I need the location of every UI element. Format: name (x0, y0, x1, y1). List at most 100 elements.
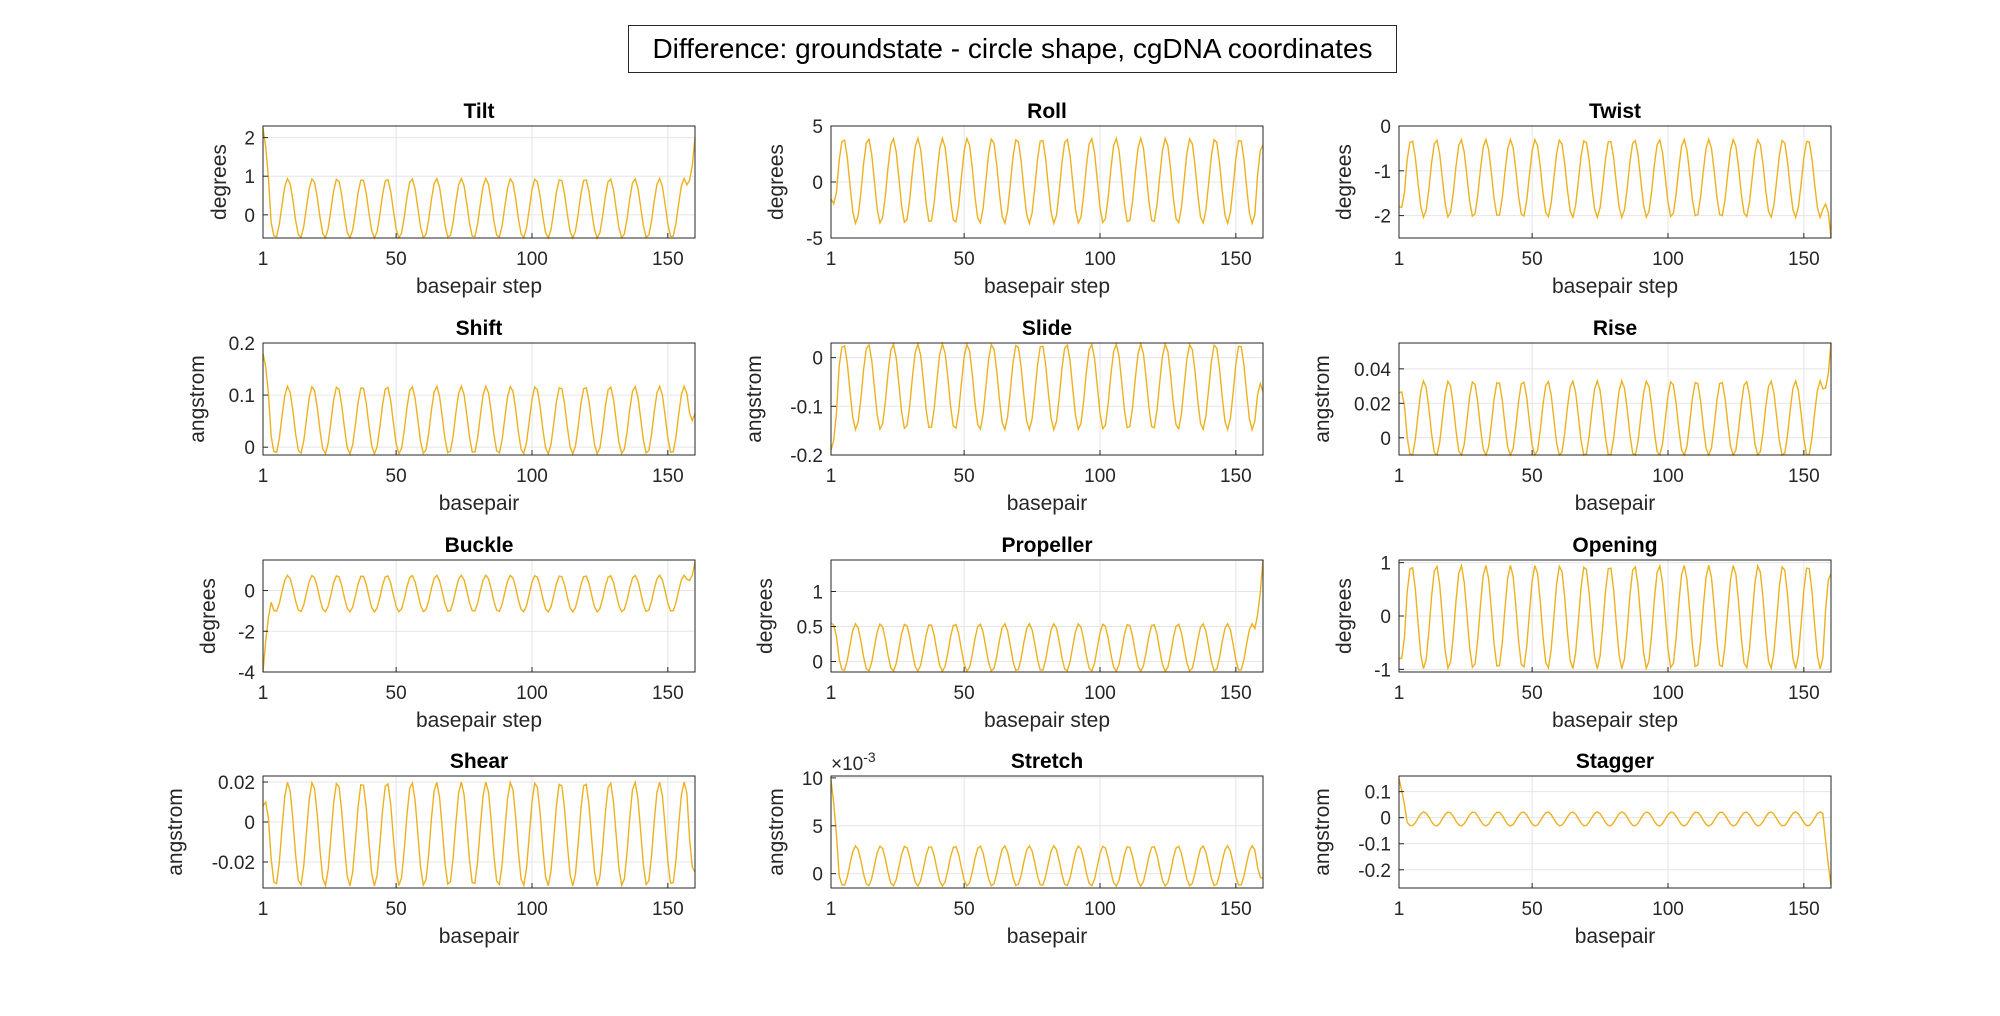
x-tick-label: 100 (1652, 249, 1684, 270)
x-tick-label: 50 (386, 899, 407, 920)
axes-box (262, 342, 696, 456)
subplot-title: Tilt (463, 100, 494, 123)
series-line (1398, 342, 1832, 457)
x-tick-label: 150 (1220, 249, 1252, 270)
x-axis-label: basepair (1007, 492, 1088, 515)
axes-background (831, 343, 1263, 455)
axes-box (1398, 775, 1832, 889)
x-tick-label: 1 (1394, 249, 1405, 270)
y-tick-label: 0 (812, 865, 823, 886)
x-tick-label: 150 (1788, 683, 1820, 704)
subplot-title: Rise (1593, 317, 1637, 340)
axes-background (1399, 343, 1831, 455)
y-tick-label: 1 (1380, 554, 1391, 575)
x-axis-label: basepair (1007, 925, 1088, 948)
y-axis-label: angstrom (186, 355, 209, 443)
x-tick-label: 50 (954, 899, 975, 920)
x-tick-label: 150 (1220, 466, 1252, 487)
x-axis-label: basepair step (984, 709, 1110, 732)
x-tick-label: 50 (954, 466, 975, 487)
x-tick-label: 50 (954, 683, 975, 704)
series-line (262, 127, 696, 240)
y-axis-label: degrees (208, 144, 231, 220)
y-tick-label: 0 (1380, 117, 1391, 138)
subplot-title: Roll (1027, 100, 1067, 123)
y-tick-label: -1 (1374, 660, 1391, 681)
x-tick-label: 50 (1522, 899, 1543, 920)
y-tick-label: 1 (244, 167, 255, 188)
x-tick-label: 50 (954, 249, 975, 270)
axes-box (1398, 125, 1832, 239)
x-tick-label: 50 (386, 466, 407, 487)
subplot-title: Slide (1022, 317, 1072, 340)
x-tick-label: 1 (258, 466, 269, 487)
axes-background (263, 560, 695, 672)
x-tick-label: 150 (652, 466, 684, 487)
axes-box (262, 559, 696, 673)
y-tick-label: 10 (802, 769, 823, 790)
x-tick-label: 50 (386, 683, 407, 704)
y-tick-label: 0 (244, 813, 255, 834)
y-axis-label: degrees (765, 144, 788, 220)
subplot-title: Twist (1589, 100, 1641, 123)
x-tick-label: 50 (1522, 249, 1543, 270)
axes-box (830, 342, 1264, 456)
x-tick-label: 150 (652, 249, 684, 270)
x-tick-label: 100 (516, 899, 548, 920)
subplot-title: Buckle (445, 534, 514, 557)
y-tick-label: 0 (1380, 607, 1391, 628)
series-line (1398, 137, 1832, 239)
x-tick-label: 100 (516, 249, 548, 270)
x-tick-label: 100 (1652, 683, 1684, 704)
x-tick-label: 1 (826, 899, 837, 920)
x-tick-label: 100 (516, 683, 548, 704)
y-tick-label: -1 (1374, 162, 1391, 183)
y-tick-label: 5 (812, 117, 823, 138)
x-tick-label: 150 (1220, 899, 1252, 920)
x-axis-label: basepair step (1552, 275, 1678, 298)
x-axis-label: basepair step (1552, 709, 1678, 732)
axes-box (262, 125, 696, 239)
x-tick-label: 1 (1394, 683, 1405, 704)
y-tick-label: 5 (812, 817, 823, 838)
x-axis-label: basepair (439, 492, 520, 515)
y-tick-label: -5 (806, 229, 823, 250)
x-tick-label: 1 (258, 683, 269, 704)
x-tick-label: 50 (1522, 683, 1543, 704)
x-tick-label: 1 (258, 249, 269, 270)
y-tick-label: 0 (244, 206, 255, 227)
x-tick-label: 1 (1394, 466, 1405, 487)
x-tick-label: 100 (516, 466, 548, 487)
x-axis-label: basepair step (416, 709, 542, 732)
y-tick-label: 0.1 (1365, 783, 1391, 804)
axes-box (1398, 342, 1832, 456)
series-line (1398, 778, 1832, 886)
y-axis-label: degrees (1333, 144, 1356, 220)
y-tick-label: 0.04 (1354, 360, 1391, 381)
x-tick-label: 100 (1084, 683, 1116, 704)
series-line (262, 779, 696, 889)
x-tick-label: 50 (1522, 466, 1543, 487)
y-tick-label: 0 (1380, 429, 1391, 450)
y-axis-label: degrees (197, 578, 220, 654)
x-tick-label: 1 (826, 249, 837, 270)
y-tick-label: -4 (238, 663, 255, 684)
y-tick-label: 0.02 (218, 773, 255, 794)
axes-box (830, 559, 1264, 673)
y-tick-label: 0 (812, 653, 823, 674)
axes-background (263, 126, 695, 238)
x-axis-label: basepair (439, 925, 520, 948)
x-axis-label: basepair (1575, 492, 1656, 515)
axes-background (1399, 126, 1831, 238)
subplot-stretch: 1 50 100 1500510Stretchbasepairangstrom×10-… (765, 749, 1264, 948)
y-axis-label: degrees (754, 578, 777, 654)
x-axis-label: basepair (1575, 925, 1656, 948)
series-line (830, 341, 1264, 451)
y-axis-label: degrees (1333, 578, 1356, 654)
y-tick-label: 0 (244, 582, 255, 603)
